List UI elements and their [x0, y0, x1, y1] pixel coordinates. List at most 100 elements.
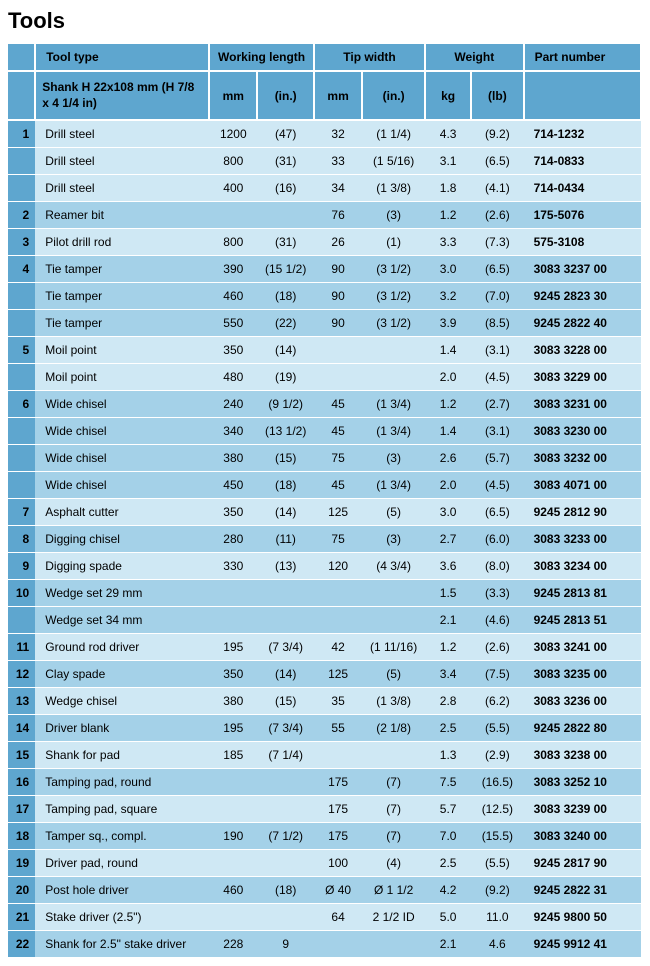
lb-cell: (2.9)	[471, 742, 523, 769]
tw-mm-cell	[314, 337, 362, 364]
lb-cell: (2.6)	[471, 634, 523, 661]
lb-cell: (2.7)	[471, 391, 523, 418]
wl-in-cell: (13)	[257, 553, 314, 580]
row-number	[8, 175, 35, 202]
row-number: 17	[8, 796, 35, 823]
row-number: 22	[8, 931, 35, 958]
table-row: 3Pilot drill rod800(31)26(1)3.3(7.3)575-…	[8, 229, 641, 256]
wl-in-cell: (22)	[257, 310, 314, 337]
tool-type-cell: Tamping pad, square	[35, 796, 209, 823]
tw-in-cell: (1)	[362, 229, 425, 256]
table-body: 1Drill steel1200(47)32(1 1/4)4.3(9.2)714…	[8, 120, 641, 958]
tool-type-cell: Tie tamper	[35, 283, 209, 310]
row-number	[8, 310, 35, 337]
lb-cell: (5.5)	[471, 715, 523, 742]
tool-type-cell: Moil point	[35, 364, 209, 391]
tw-mm-cell: 42	[314, 634, 362, 661]
row-number	[8, 418, 35, 445]
tool-type-cell: Wedge set 29 mm	[35, 580, 209, 607]
row-number: 12	[8, 661, 35, 688]
wl-in-cell: (14)	[257, 337, 314, 364]
kg-cell: 5.7	[425, 796, 471, 823]
tool-type-cell: Post hole driver	[35, 877, 209, 904]
tw-mm-cell: 175	[314, 823, 362, 850]
part-number-cell: 3083 4071 00	[524, 472, 641, 499]
header-wl-in: (in.)	[257, 71, 314, 120]
tw-in-cell: (3 1/2)	[362, 256, 425, 283]
lb-cell: (4.5)	[471, 472, 523, 499]
row-number	[8, 283, 35, 310]
kg-cell: 3.0	[425, 256, 471, 283]
tool-type-cell: Wide chisel	[35, 472, 209, 499]
kg-cell: 2.6	[425, 445, 471, 472]
wl-in-cell	[257, 607, 314, 634]
tw-mm-cell	[314, 607, 362, 634]
row-number: 2	[8, 202, 35, 229]
part-number-cell: 3083 3238 00	[524, 742, 641, 769]
wl-in-cell: 9	[257, 931, 314, 958]
row-number	[8, 148, 35, 175]
header-tool-type: Tool type	[35, 44, 209, 71]
part-number-cell: 9245 2823 30	[524, 283, 641, 310]
lb-cell: (4.1)	[471, 175, 523, 202]
kg-cell: 1.8	[425, 175, 471, 202]
table-row: 2Reamer bit76(3)1.2(2.6)175-5076	[8, 202, 641, 229]
wl-mm-cell	[209, 607, 257, 634]
table-row: 6Wide chisel240(9 1/2)45(1 3/4)1.2(2.7)3…	[8, 391, 641, 418]
wl-mm-cell: 350	[209, 499, 257, 526]
lb-cell: (15.5)	[471, 823, 523, 850]
table-row: 1Drill steel1200(47)32(1 1/4)4.3(9.2)714…	[8, 120, 641, 148]
kg-cell: 3.2	[425, 283, 471, 310]
header-corner	[8, 44, 35, 71]
wl-in-cell: (15)	[257, 688, 314, 715]
part-number-cell: 3083 3233 00	[524, 526, 641, 553]
tool-type-cell: Digging chisel	[35, 526, 209, 553]
lb-cell: 4.6	[471, 931, 523, 958]
kg-cell: 5.0	[425, 904, 471, 931]
part-number-cell: 3083 3229 00	[524, 364, 641, 391]
tw-mm-cell: 32	[314, 120, 362, 148]
row-number	[8, 472, 35, 499]
wl-mm-cell: 228	[209, 931, 257, 958]
kg-cell: 2.0	[425, 472, 471, 499]
tw-in-cell: (1 3/4)	[362, 418, 425, 445]
lb-cell: (6.5)	[471, 148, 523, 175]
header-tw-in: (in.)	[362, 71, 425, 120]
part-number-cell: 9245 2822 31	[524, 877, 641, 904]
part-number-cell: 3083 3230 00	[524, 418, 641, 445]
wl-mm-cell	[209, 580, 257, 607]
table-row: 15Shank for pad185(7 1/4)1.3(2.9)3083 32…	[8, 742, 641, 769]
part-number-cell: 175-5076	[524, 202, 641, 229]
tw-in-cell: (1 3/8)	[362, 175, 425, 202]
kg-cell: 3.6	[425, 553, 471, 580]
wl-mm-cell: 800	[209, 229, 257, 256]
wl-in-cell	[257, 850, 314, 877]
wl-mm-cell: 380	[209, 445, 257, 472]
tw-in-cell: (5)	[362, 661, 425, 688]
lb-cell: (9.2)	[471, 877, 523, 904]
row-number: 16	[8, 769, 35, 796]
tw-in-cell: Ø 1 1/2	[362, 877, 425, 904]
wl-in-cell: (47)	[257, 120, 314, 148]
header-tip-width: Tip width	[314, 44, 425, 71]
tw-mm-cell: 90	[314, 310, 362, 337]
wl-mm-cell	[209, 796, 257, 823]
wl-mm-cell: 330	[209, 553, 257, 580]
kg-cell: 2.5	[425, 715, 471, 742]
kg-cell: 3.9	[425, 310, 471, 337]
part-number-cell: 9245 2813 81	[524, 580, 641, 607]
tw-in-cell: (1 5/16)	[362, 148, 425, 175]
wl-in-cell: (7 1/2)	[257, 823, 314, 850]
table-row: Moil point480(19)2.0(4.5)3083 3229 00	[8, 364, 641, 391]
wl-mm-cell: 185	[209, 742, 257, 769]
table-row: 8Digging chisel280(11)75(3)2.7(6.0)3083 …	[8, 526, 641, 553]
wl-mm-cell: 380	[209, 688, 257, 715]
header-part-number: Part number	[524, 44, 641, 71]
tool-type-cell: Shank for pad	[35, 742, 209, 769]
table-row: 19Driver pad, round100(4)2.5(5.5)9245 28…	[8, 850, 641, 877]
row-number: 9	[8, 553, 35, 580]
row-number: 14	[8, 715, 35, 742]
table-row: 16Tamping pad, round175(7)7.5(16.5)3083 …	[8, 769, 641, 796]
row-number	[8, 364, 35, 391]
table-row: 21Stake driver (2.5")642 1/2 ID5.011.092…	[8, 904, 641, 931]
